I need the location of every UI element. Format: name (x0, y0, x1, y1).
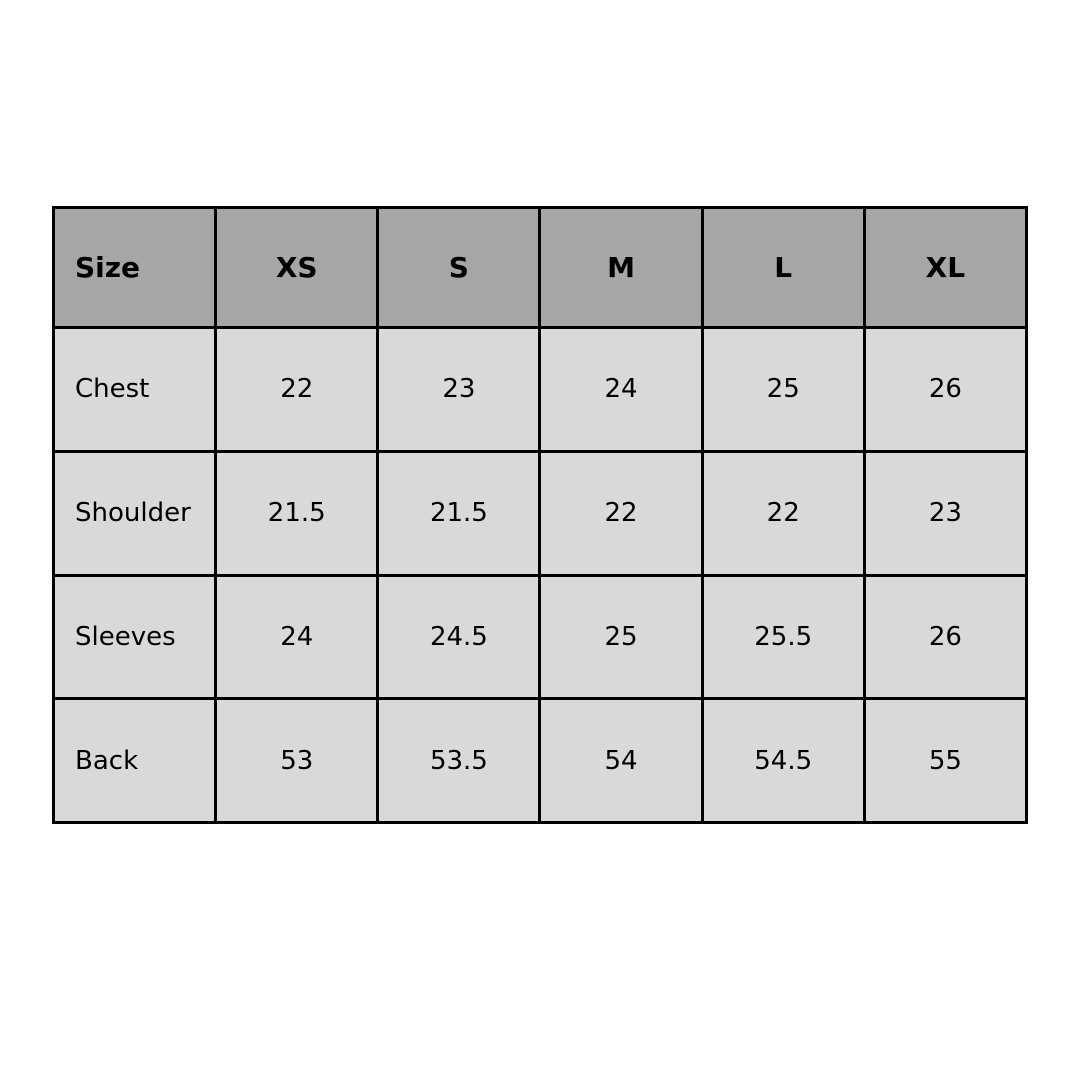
size-chart-table: Size XS S M L XL Chest 22 23 24 25 26 Shoulder 21.5 2… (51, 206, 1029, 824)
table-row: Sleeves 24 24.5 25 25.5 26 (51, 573, 1029, 701)
table-cell: 53 (214, 697, 380, 824)
table-cell: 25 (538, 573, 704, 701)
table-cell: 21.5 (214, 449, 380, 577)
table-cell: 21.5 (376, 449, 542, 577)
row-label: Sleeves (51, 573, 218, 701)
table-cell: 55 (862, 697, 1029, 824)
table-cell: 23 (862, 449, 1029, 577)
table-cell: 53.5 (376, 697, 542, 824)
table-row: Back 53 53.5 54 54.5 55 (51, 697, 1029, 824)
table-cell: 22 (214, 326, 380, 453)
header-cell-s: S (376, 206, 542, 329)
table-cell: 23 (376, 326, 542, 453)
table-cell: 24.5 (376, 573, 542, 701)
table-cell: 54 (538, 697, 704, 824)
table-cell: 25.5 (700, 573, 866, 701)
row-label: Shoulder (51, 449, 218, 577)
header-cell-xl: XL (862, 206, 1029, 329)
table-cell: 22 (700, 449, 866, 577)
table-cell: 26 (862, 573, 1029, 701)
table-cell: 24 (538, 326, 704, 453)
table-cell: 25 (700, 326, 866, 453)
table-cell: 22 (538, 449, 704, 577)
table-row: Chest 22 23 24 25 26 (51, 326, 1029, 453)
table-cell: 54.5 (700, 697, 866, 824)
row-label: Back (51, 697, 218, 824)
header-cell-xs: XS (214, 206, 380, 329)
header-cell-l: L (700, 206, 866, 329)
header-cell-size: Size (51, 206, 218, 329)
table-row: Shoulder 21.5 21.5 22 22 23 (51, 449, 1029, 577)
row-label: Chest (51, 326, 218, 453)
table-cell: 26 (862, 326, 1029, 453)
header-cell-m: M (538, 206, 704, 329)
table-cell: 24 (214, 573, 380, 701)
header-row: Size XS S M L XL (51, 206, 1029, 329)
